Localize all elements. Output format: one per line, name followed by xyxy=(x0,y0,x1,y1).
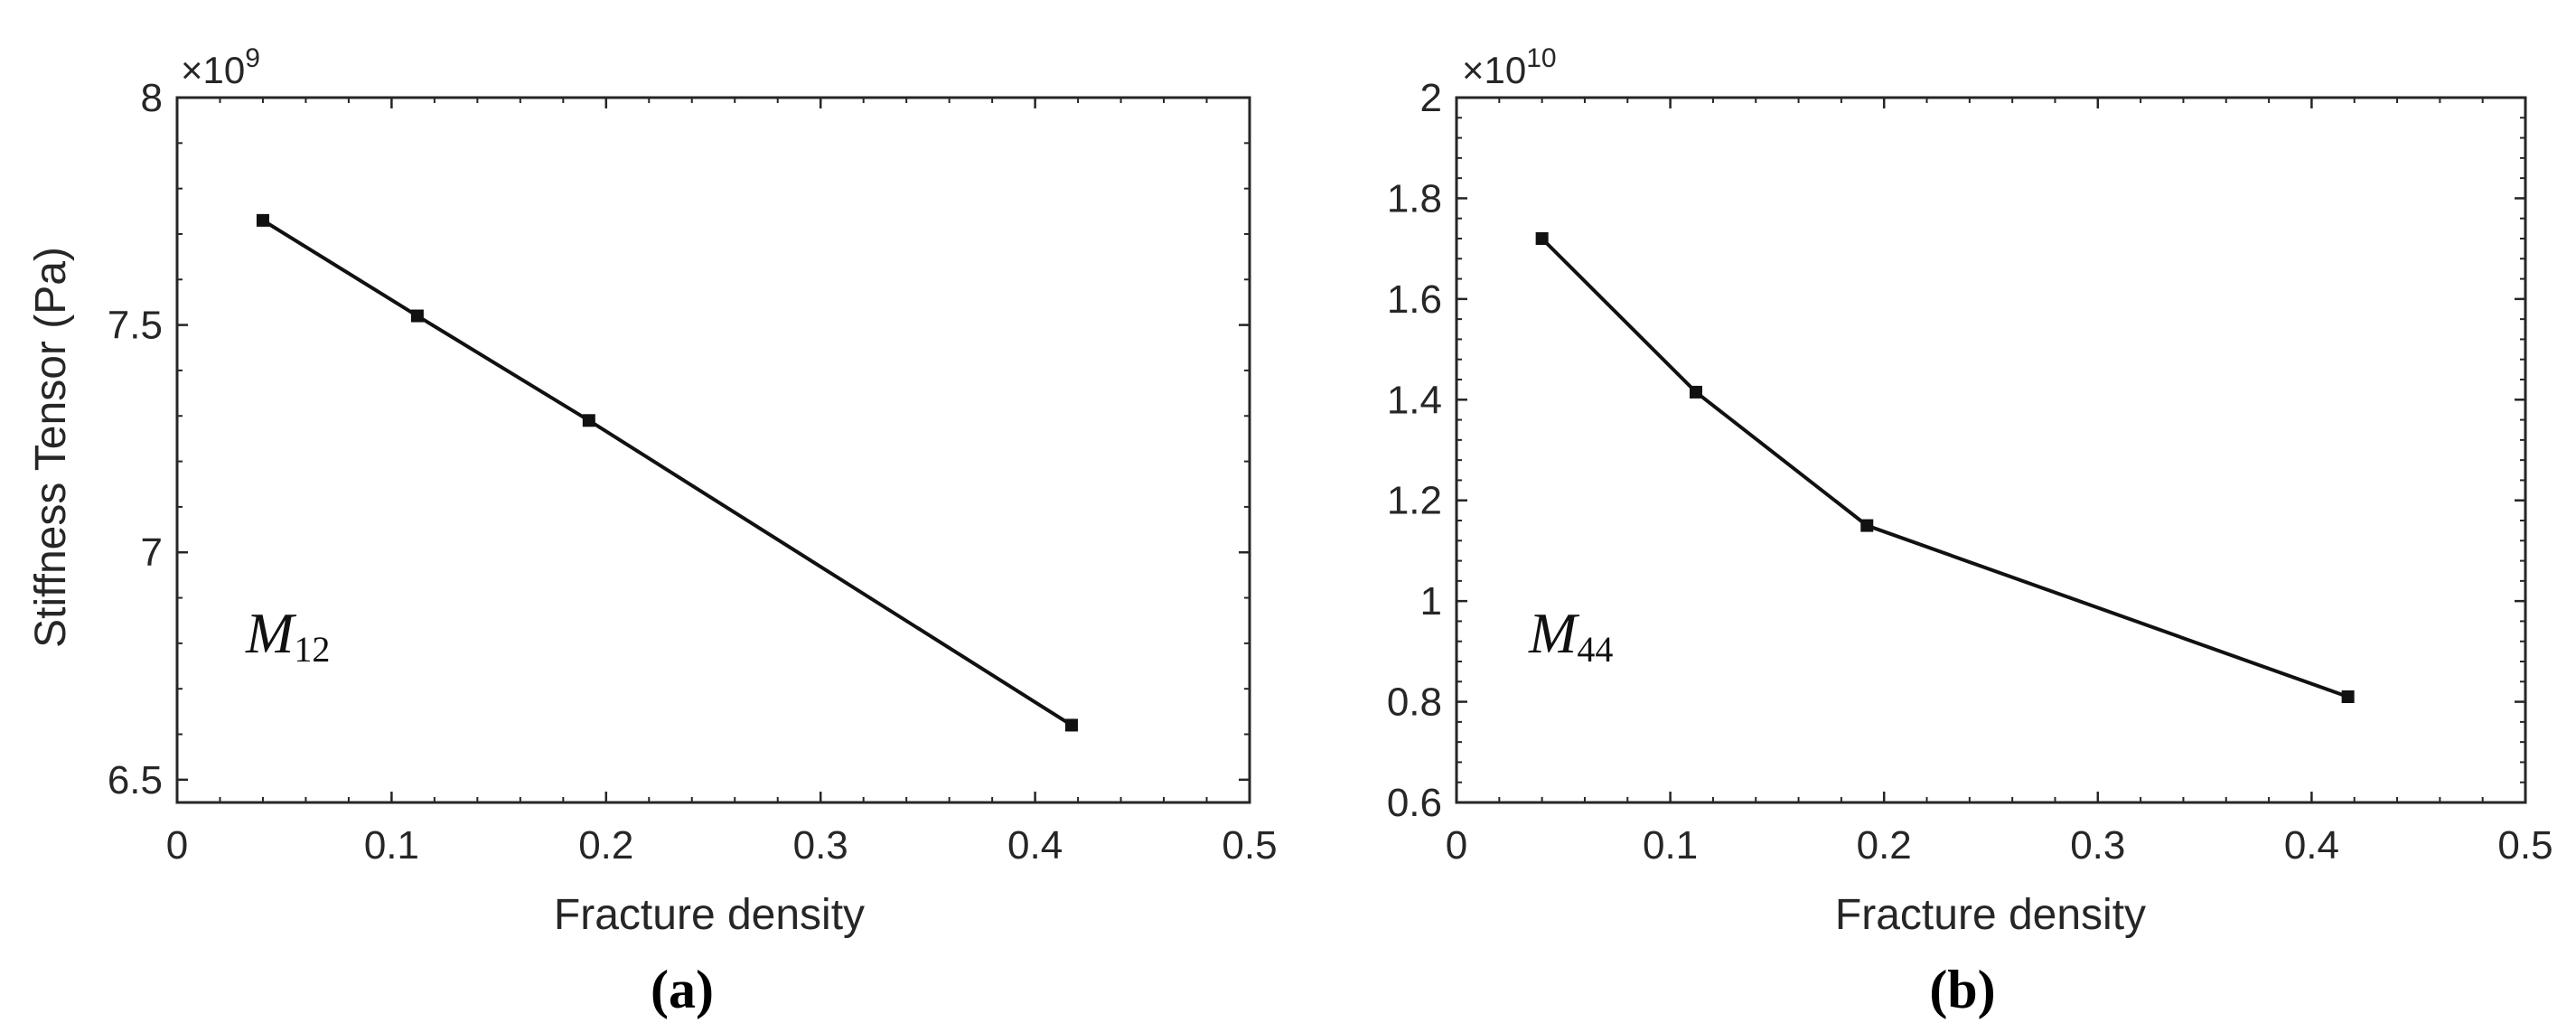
panel-b-x-tick-label: 0 xyxy=(1446,823,1467,868)
panel-b-x-tick-label: 0.1 xyxy=(1643,823,1698,868)
panel-b-y-tick-label: 1 xyxy=(1420,579,1442,624)
panel-b-data-point xyxy=(1860,519,1874,532)
panel-a-data-point xyxy=(1064,718,1078,732)
panel-b-x-tick-label: 0.4 xyxy=(2284,823,2339,868)
panel-b-y-tick-label: 1.4 xyxy=(1387,378,1442,422)
panel-a-data-point xyxy=(582,414,595,427)
panel-b-series-line xyxy=(1541,237,2349,699)
panel-a-axes-frame xyxy=(175,96,1251,804)
panel-b-x-tick-label: 0.5 xyxy=(2497,823,2553,868)
panel-a-data-point xyxy=(410,309,424,323)
panel-a-series-line xyxy=(261,219,1073,727)
panel-a-exponent-base: ×10 xyxy=(181,49,245,91)
panel-b-x-tick-label: 0.2 xyxy=(1857,823,1912,868)
panel-a-annotation-main: M xyxy=(245,601,297,665)
panel-a-chart: 0 0.1 0.2 0.3 0.4 0.5 6.5 7 7.5 8 ×109 Stiffness … xyxy=(27,43,1278,1019)
panel-a-x-tick-label: 0.4 xyxy=(1007,823,1063,868)
panel-a-y-tick-label: 8 xyxy=(141,76,163,120)
panel-a-data-point xyxy=(256,213,269,227)
panel-a-x-tick-label: 0 xyxy=(166,823,188,868)
panel-b-y-tick-label: 0.8 xyxy=(1387,680,1442,725)
panel-b-data-point xyxy=(2341,690,2355,703)
panel-b-label: (b) xyxy=(1929,960,1995,1019)
panel-b-y-tick-label: 1.2 xyxy=(1387,479,1442,523)
panel-a-exponent: ×109 xyxy=(181,43,260,91)
panel-b-exponent: ×1010 xyxy=(1462,43,1557,91)
panel-a-y-tick-label: 7 xyxy=(141,530,163,575)
panel-b-xlabel: Fracture density xyxy=(1835,891,2146,939)
panel-a-x-tick-label: 0.1 xyxy=(364,823,419,868)
panel-a-label: (a) xyxy=(651,960,714,1019)
panel-b-x-tick-label: 0.3 xyxy=(2070,823,2125,868)
panel-b-chart: 0 0.1 0.2 0.3 0.4 0.5 0.6 0.8 1 1.2 1.4 1.6 1.8 2 ×10… xyxy=(1387,43,2553,1019)
panel-b-y-tick-label: 0.6 xyxy=(1387,781,1442,825)
panel-a-ylabel: Stiffness Tensor (Pa) xyxy=(27,247,75,648)
panel-a-x-tick-label: 0.2 xyxy=(578,823,633,868)
panel-a-exponent-power: 9 xyxy=(245,43,260,73)
panel-a-x-tick-label: 0.5 xyxy=(1222,823,1277,868)
panel-b-data-point xyxy=(1535,232,1549,245)
panel-b-plot-area: 0 0.1 0.2 0.3 0.4 0.5 0.6 0.8 1 1.2 1.4 1.6 1.8 2 xyxy=(1387,76,2553,868)
panel-a-y-tick-label: 7.5 xyxy=(108,304,163,348)
panel-b-annotation-sub: 44 xyxy=(1577,629,1613,670)
panel-a-annotation: M12 xyxy=(245,601,330,670)
panel-b-y-tick-label: 2 xyxy=(1420,76,1442,120)
panel-b-exponent-base: ×10 xyxy=(1462,49,1526,91)
panel-a-x-tick-label: 0.3 xyxy=(793,823,848,868)
panel-a-plot-area: 0 0.1 0.2 0.3 0.4 0.5 6.5 7 7.5 8 xyxy=(108,76,1278,868)
panel-b-y-tick-label: 1.6 xyxy=(1387,277,1442,322)
panel-b-axes-frame xyxy=(1455,96,2527,804)
panel-a-y-tick-label: 6.5 xyxy=(108,758,163,802)
panel-b-data-point xyxy=(1689,385,1702,399)
panel-b-annotation: M44 xyxy=(1528,601,1613,670)
panel-a-annotation-sub: 12 xyxy=(294,629,330,670)
panel-b-annotation-main: M xyxy=(1528,601,1580,665)
panel-b-y-tick-label: 1.8 xyxy=(1387,176,1442,220)
panel-b-exponent-power: 10 xyxy=(1526,43,1556,73)
panel-a-xlabel: Fracture density xyxy=(554,891,865,939)
